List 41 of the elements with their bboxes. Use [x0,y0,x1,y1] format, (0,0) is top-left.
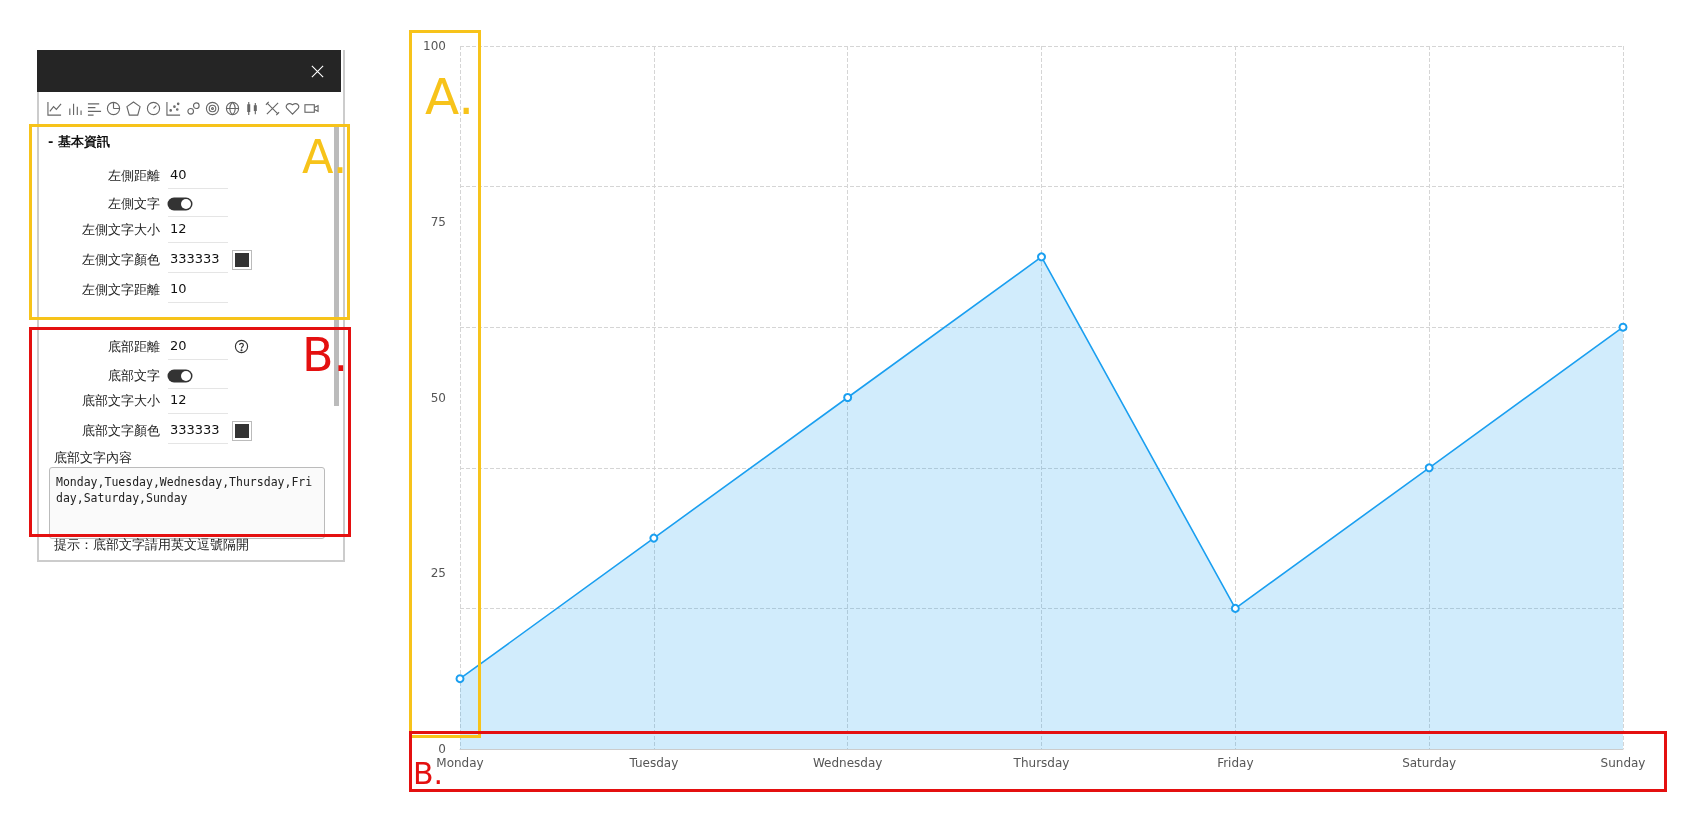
text: A. [302,130,348,184]
point [455,674,465,684]
text: 12 [170,392,187,407]
annotation: A. [425,68,475,126]
text: Monday,Tuesday,Wednesday,Thursday,Friday,Saturday,Sunday [56,475,313,505]
point [843,393,853,402]
y-tick-label: 25 [430,566,446,581]
x-tick-label: Wednesday [812,756,883,770]
text: 20 [170,338,187,353]
text: 左側文字 [108,195,160,213]
text: 左側文字大小 [82,221,160,239]
point [1424,463,1434,473]
text: B. [302,328,349,382]
text: 底部文字顏色 [82,422,160,440]
text: 底部文字 [108,367,160,385]
y-tick-label: 100 [423,39,446,53]
text: 10 [170,281,187,296]
point [1037,252,1046,262]
text: 提示：底部文字請用英文逗號隔開 [54,536,249,554]
text: 左側文字距離 [82,281,160,299]
point [649,533,659,543]
y-tick-label: 50 [430,390,446,405]
text: 333333 [170,422,220,437]
point [1618,322,1628,332]
x-tick-label: Thursday [1012,756,1070,770]
text: 左側文字顏色 [82,251,160,269]
text: 底部文字大小 [82,392,160,410]
text: - 基本資訊 [48,133,110,151]
text: 底部文字內容 [54,449,132,467]
x-tick-label: Saturday [1402,756,1457,770]
x-tick-label: Friday [1217,756,1254,770]
text: 12 [170,221,187,236]
text: 左側距離 [108,167,160,185]
text: 333333 [170,251,220,266]
x-tick-label: Tuesday [628,756,679,770]
x-tick-label: Sunday [1600,756,1646,770]
y-tick-label: 0 [438,742,446,756]
text: 底部距離 [108,338,160,356]
point [1230,603,1240,613]
text: 40 [170,167,187,182]
y-tick-label: 75 [430,214,446,229]
